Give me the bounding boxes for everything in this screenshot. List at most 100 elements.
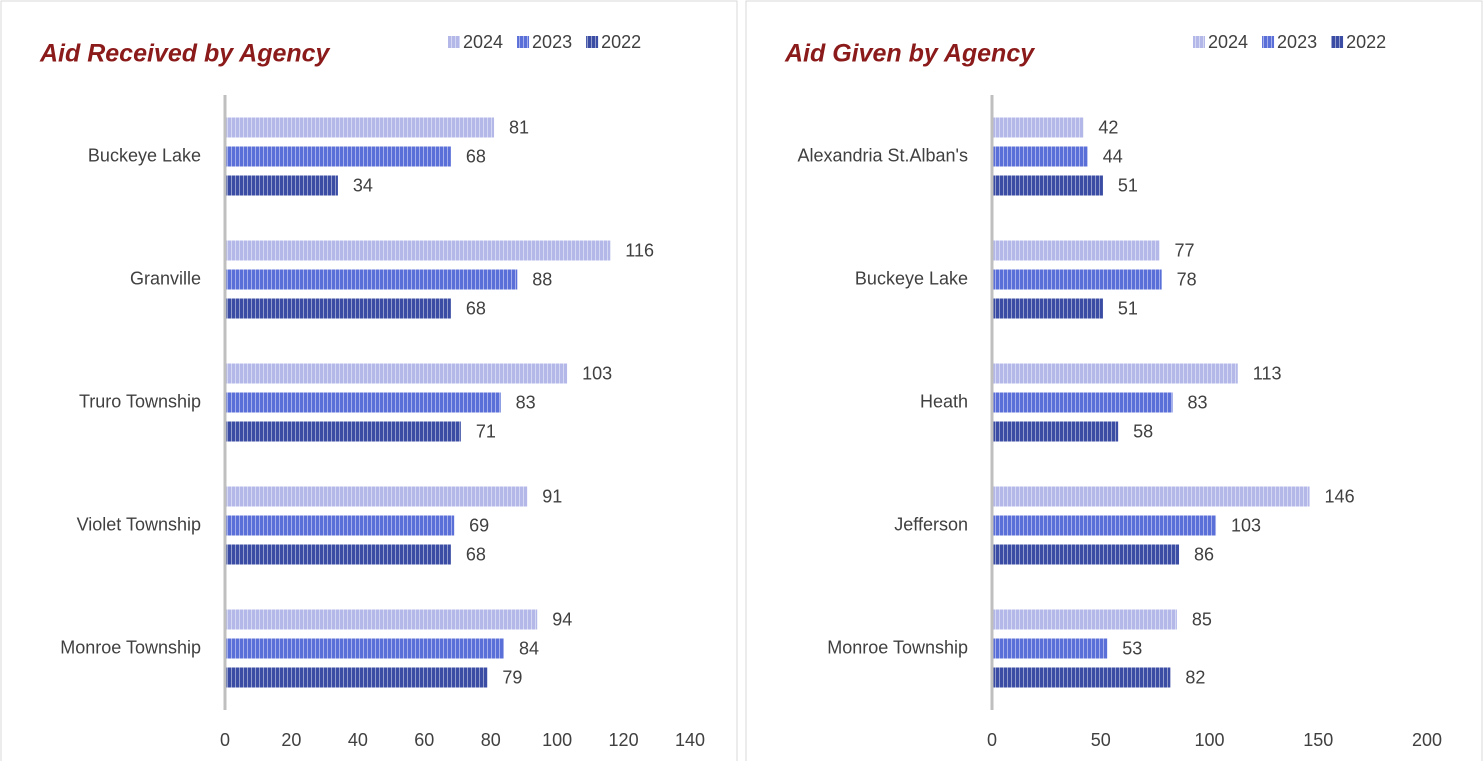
- data-label: 42: [1098, 117, 1118, 137]
- bar: [992, 269, 1162, 290]
- data-label: 71: [476, 421, 496, 441]
- bar: [225, 117, 495, 138]
- bar: [992, 392, 1173, 413]
- x-tick-label: 150: [1303, 730, 1333, 750]
- legend-label: 2023: [532, 32, 572, 52]
- chart-title: Aid Given by Agency: [784, 40, 1035, 68]
- bar: [225, 544, 451, 565]
- x-tick-label: 100: [1194, 730, 1224, 750]
- bar: [992, 486, 1310, 507]
- y-tick-label: Violet Township: [77, 514, 201, 534]
- data-label: 34: [353, 175, 373, 195]
- bar: [992, 515, 1217, 536]
- bar: [992, 363, 1238, 384]
- data-label: 94: [552, 609, 572, 629]
- data-label: 116: [625, 240, 654, 260]
- y-tick-label: Jefferson: [894, 514, 968, 534]
- legend-swatch: [586, 36, 599, 48]
- x-tick-label: 40: [348, 730, 368, 750]
- data-label: 53: [1122, 638, 1142, 658]
- bar: [992, 544, 1180, 565]
- bar: [992, 609, 1177, 630]
- data-label: 77: [1174, 240, 1194, 260]
- y-tick-label: Monroe Township: [827, 637, 968, 657]
- bar: [225, 240, 611, 261]
- x-tick-label: 60: [414, 730, 434, 750]
- bar: [225, 146, 451, 167]
- bar: [225, 486, 528, 507]
- bar: [225, 421, 461, 442]
- data-label: 81: [509, 117, 529, 137]
- y-tick-label: Buckeye Lake: [88, 145, 201, 165]
- data-label: 103: [1231, 515, 1261, 535]
- y-tick-label: Granville: [130, 268, 201, 288]
- data-label: 88: [532, 269, 552, 289]
- data-label: 68: [466, 146, 486, 166]
- bar: [225, 609, 538, 630]
- bar: [225, 175, 338, 196]
- legend-label: 2023: [1277, 32, 1317, 52]
- y-tick-label: Alexandria St.Alban's: [797, 145, 968, 165]
- bar: [225, 667, 488, 688]
- legend-swatch: [448, 36, 460, 48]
- bar: [225, 363, 568, 384]
- bar: [225, 392, 501, 413]
- data-label: 84: [519, 638, 539, 658]
- legend-swatch: [1331, 36, 1344, 48]
- legend-label: 2022: [1346, 32, 1386, 52]
- data-label: 113: [1253, 363, 1282, 383]
- bar: [992, 421, 1119, 442]
- data-label: 146: [1325, 486, 1355, 506]
- bar: [992, 117, 1084, 138]
- data-label: 83: [516, 392, 536, 412]
- bar: [992, 240, 1160, 261]
- bar: [225, 515, 455, 536]
- bar: [992, 638, 1108, 659]
- legend-swatch: [1193, 36, 1205, 48]
- panel-border: [0, 0, 738, 761]
- data-label: 91: [542, 486, 562, 506]
- panel-border: [745, 0, 1483, 761]
- data-label: 58: [1133, 421, 1153, 441]
- y-tick-label: Monroe Township: [60, 637, 201, 657]
- bar: [225, 298, 451, 319]
- data-label: 51: [1118, 298, 1138, 318]
- y-tick-label: Heath: [920, 391, 968, 411]
- x-tick-label: 0: [987, 730, 997, 750]
- data-label: 78: [1177, 269, 1197, 289]
- x-tick-label: 50: [1091, 730, 1111, 750]
- data-label: 85: [1192, 609, 1212, 629]
- data-label: 68: [466, 298, 486, 318]
- bar: [225, 638, 504, 659]
- data-label: 82: [1185, 667, 1205, 687]
- y-tick-label: Truro Township: [79, 391, 201, 411]
- data-label: 69: [469, 515, 489, 535]
- legend-label: 2024: [463, 32, 503, 52]
- y-tick-label: Buckeye Lake: [855, 268, 968, 288]
- data-label: 79: [502, 667, 522, 687]
- bar: [992, 175, 1103, 196]
- data-label: 86: [1194, 544, 1214, 564]
- bar: [992, 146, 1088, 167]
- bar: [992, 667, 1171, 688]
- bar: [992, 298, 1103, 319]
- x-tick-label: 100: [542, 730, 572, 750]
- x-tick-label: 0: [220, 730, 230, 750]
- chart-title: Aid Received by Agency: [39, 40, 331, 68]
- legend-swatch: [1262, 36, 1275, 48]
- data-label: 68: [466, 544, 486, 564]
- x-tick-label: 120: [609, 730, 639, 750]
- data-label: 44: [1103, 146, 1123, 166]
- legend-label: 2024: [1208, 32, 1248, 52]
- x-tick-label: 140: [675, 730, 705, 750]
- data-label: 51: [1118, 175, 1138, 195]
- data-label: 83: [1188, 392, 1208, 412]
- legend-swatch: [517, 36, 530, 48]
- legend-label: 2022: [601, 32, 641, 52]
- x-tick-label: 200: [1412, 730, 1442, 750]
- bar: [225, 269, 518, 290]
- x-tick-label: 80: [481, 730, 501, 750]
- x-tick-label: 20: [281, 730, 301, 750]
- data-label: 103: [582, 363, 612, 383]
